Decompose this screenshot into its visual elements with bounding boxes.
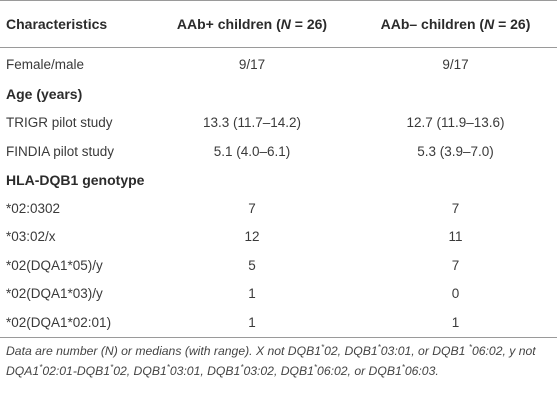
- cell-aab-negative: [354, 166, 557, 195]
- table-row: TRIGR pilot study 13.3 (11.7–14.2) 12.7 (1…: [0, 109, 557, 138]
- row-label: *02(DQA1*02:01): [0, 308, 150, 338]
- footnote-text: 03:02, DQB1: [243, 364, 314, 378]
- table-section-row: HLA-DQB1 genotype: [0, 166, 557, 195]
- table-body: Female/male 9/17 9/17 Age (years) TRIGR pilo…: [0, 48, 557, 338]
- footnote-text: 02:01-DQB1: [42, 364, 111, 378]
- table-header-row: Characteristics AAb+ children (N = 26) A…: [0, 0, 557, 48]
- footnote-star: *: [401, 362, 405, 372]
- row-label: FINDIA pilot study: [6, 143, 115, 159]
- cell-aab-positive: [150, 166, 354, 195]
- footnote-text: 02, DQB1: [113, 364, 167, 378]
- row-label: *02:0302: [6, 200, 61, 216]
- table-row: *02(DQA1*03)/y 1 0: [0, 280, 557, 309]
- table-row: *02(DQA1*05)/y 5 7: [0, 251, 557, 280]
- row-label: Female/male: [6, 56, 85, 72]
- table-row: FINDIA pilot study 5.1 (4.0–6.1) 5.3 (3.9–…: [0, 137, 557, 166]
- row-label: TRIGR pilot study: [6, 115, 113, 131]
- footnote-star: *: [166, 362, 170, 372]
- row-label: *02(DQA1*03)/y: [6, 286, 103, 302]
- cell-aab-negative: [354, 80, 557, 109]
- table-row: *03:02/x 12 11: [0, 223, 557, 252]
- cell-aab-positive: 12: [244, 229, 260, 245]
- footnote-star: *: [110, 362, 114, 372]
- data-table-container: Characteristics AAb+ children (N = 26) A…: [0, 0, 557, 338]
- cell-aab-negative: 12.7 (11.9–13.6): [406, 115, 505, 131]
- header-aab-positive-suffix: = 26): [290, 16, 328, 32]
- cell-aab-positive: 5.1 (4.0–6.1): [213, 143, 291, 159]
- header-aab-positive: AAb+ children (N = 26): [150, 0, 354, 48]
- section-heading: Age (years): [6, 86, 83, 103]
- footnote-text: 03:01, DQB1: [169, 364, 241, 378]
- header-aab-positive-prefix: AAb+ children (: [176, 16, 281, 32]
- header-characteristics: Characteristics: [0, 0, 150, 48]
- cell-aab-positive: 9/17: [238, 56, 266, 72]
- footnote-text: Data are number (N) or medians (with ran…: [6, 344, 321, 358]
- footnote-text: 06:03.: [404, 364, 439, 378]
- table-footnote: Data are number (N) or medians (with ran…: [6, 341, 551, 381]
- footnote-star: *: [313, 362, 318, 372]
- cell-aab-negative: 1: [354, 308, 557, 338]
- footnote-text: 06:02, or DQB1: [317, 364, 402, 378]
- table-row: *02:0302 7 7: [0, 194, 557, 223]
- cell-aab-positive: 5: [248, 257, 256, 273]
- footnote-star: *: [320, 342, 325, 352]
- characteristics-table: Characteristics AAb+ children (N = 26) A…: [0, 0, 557, 338]
- header-aab-negative-prefix: AAb– children (: [380, 16, 485, 32]
- cell-aab-positive: 7: [248, 200, 256, 216]
- cell-aab-positive: 1: [150, 308, 354, 338]
- cell-aab-negative: 11: [448, 229, 463, 245]
- footnote-text: 06:02, y not DQA1: [6, 344, 536, 378]
- row-label: *03:02/x: [6, 229, 56, 245]
- footnote-text: 02, DQB1: [324, 344, 378, 358]
- section-heading: HLA-DQB1 genotype: [6, 171, 145, 188]
- cell-aab-positive: 1: [248, 286, 256, 302]
- header-aab-positive-n: N: [280, 16, 291, 32]
- footnote-star: *: [240, 362, 244, 372]
- cell-aab-positive: 13.3 (11.7–14.2): [202, 115, 302, 131]
- cell-aab-positive: [150, 80, 354, 109]
- footnote-star: *: [377, 342, 381, 352]
- header-aab-negative: AAb– children (N = 26): [354, 0, 557, 48]
- cell-aab-negative: 7: [451, 200, 460, 216]
- header-aab-negative-suffix: = 26): [494, 16, 531, 32]
- footnote-star: *: [468, 342, 472, 352]
- table-row: *02(DQA1*02:01) 1 1: [0, 308, 557, 338]
- header-aab-negative-n: N: [484, 16, 495, 32]
- table-section-row: Age (years): [0, 80, 557, 109]
- footnote-text: 03:01, or DQB1: [380, 344, 466, 358]
- cell-aab-negative: 7: [451, 257, 460, 273]
- table-row: Female/male 9/17 9/17: [0, 48, 557, 81]
- row-label: *02(DQA1*05)/y: [6, 257, 103, 273]
- footnote-star: *: [39, 362, 43, 372]
- cell-aab-negative: 9/17: [442, 56, 469, 72]
- cell-aab-negative: 0: [451, 286, 460, 302]
- cell-aab-negative: 5.3 (3.9–7.0): [417, 143, 494, 159]
